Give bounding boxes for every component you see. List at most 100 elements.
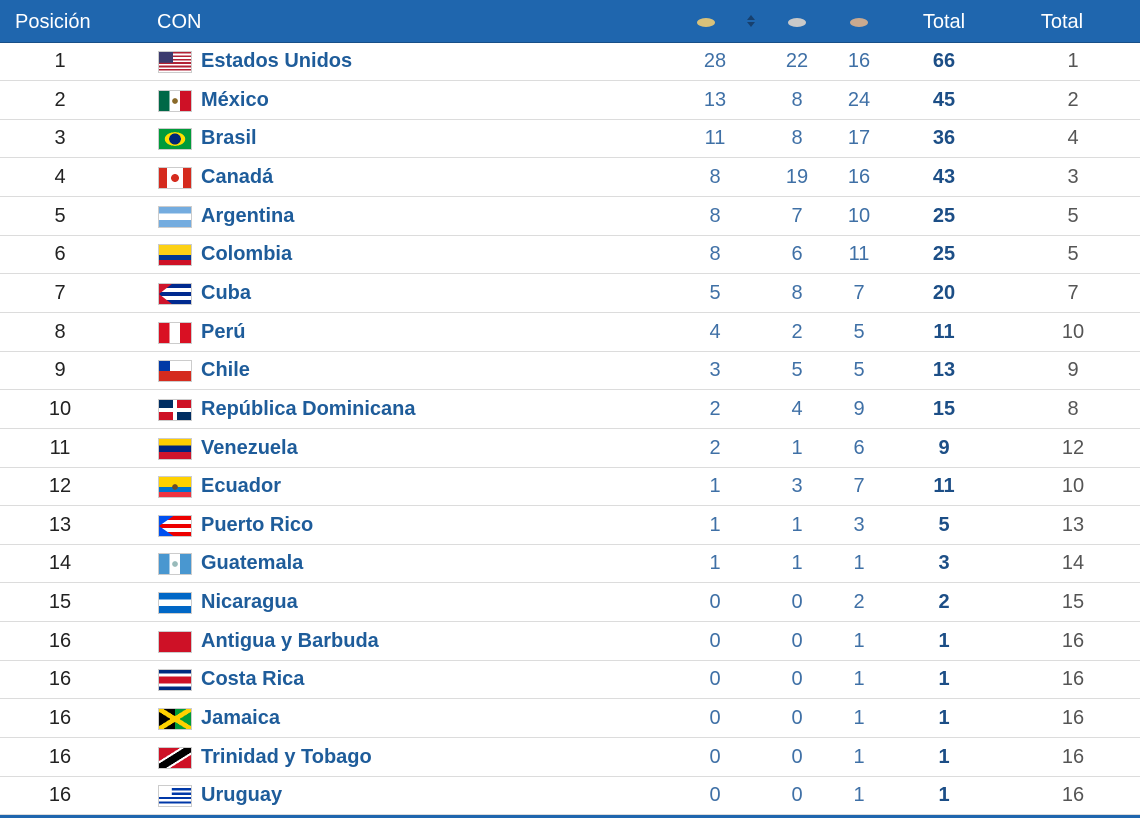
bronze-count: 24 (847, 88, 871, 111)
country-link[interactable]: Estados Unidos (201, 50, 353, 72)
gold-count: 13 (703, 88, 727, 111)
country-link[interactable]: México (201, 88, 269, 111)
total-rank: 5 (1067, 204, 1079, 227)
sort-arrow[interactable] (747, 22, 755, 27)
total-rank: 1 (1067, 50, 1079, 72)
gold-count: 0 (709, 745, 721, 768)
country-link[interactable]: Brasil (201, 127, 257, 150)
gold-count: 2 (709, 436, 721, 459)
table-row: 7 Cuba 5 8 7 20 7 (0, 274, 1140, 313)
sort-arrow[interactable] (747, 15, 755, 20)
country-link[interactable]: Perú (201, 320, 246, 343)
gold-count: 3 (709, 359, 721, 382)
total-rank: 15 (1061, 591, 1085, 614)
table-row: 3 Brasil 11 8 17 36 4 (0, 119, 1140, 159)
table-row: 10 República Dominicana 2 4 9 15 8 (0, 390, 1140, 429)
bronze-count: 17 (847, 127, 871, 150)
position: 6 (54, 243, 66, 266)
flag (158, 708, 192, 731)
flag (158, 592, 192, 615)
table-footer-line (0, 815, 1140, 818)
silver-count: 0 (791, 629, 803, 652)
position: 16 (48, 629, 72, 652)
total: 25 (932, 243, 956, 266)
bronze-icon[interactable] (850, 18, 868, 27)
flag (158, 476, 192, 499)
gold-count: 1 (709, 513, 721, 536)
position: 16 (48, 668, 72, 691)
total: 36 (932, 127, 956, 150)
total: 66 (932, 50, 956, 72)
bronze-count: 1 (853, 552, 865, 575)
gold-count: 4 (709, 320, 721, 343)
bronze-count: 7 (853, 281, 865, 304)
bronze-count: 9 (853, 397, 865, 420)
country-link[interactable]: Cuba (201, 281, 251, 304)
country-link[interactable]: Puerto Rico (201, 513, 314, 536)
position: 8 (54, 320, 66, 343)
silver-count: 7 (791, 204, 803, 227)
flag (158, 89, 192, 112)
flag (158, 553, 192, 576)
bronze-count: 1 (853, 745, 865, 768)
column-header[interactable]: Total (922, 11, 966, 33)
country-link[interactable]: Uruguay (201, 784, 283, 807)
total-rank: 5 (1067, 243, 1079, 266)
column-header[interactable]: CON (157, 11, 202, 33)
table-row: 16 Antigua y Barbuda 0 0 1 1 16 (0, 622, 1140, 661)
flag (158, 128, 192, 151)
flag (158, 360, 192, 383)
country-link[interactable]: Canadá (201, 165, 274, 188)
country-link[interactable]: Trinidad y Tobago (201, 745, 372, 768)
country-link[interactable]: Costa Rica (201, 668, 305, 691)
country-link[interactable]: Guatemala (201, 552, 304, 575)
country-link[interactable]: Chile (201, 359, 250, 382)
total: 25 (932, 204, 956, 227)
silver-count: 19 (785, 165, 809, 188)
gold-count: 11 (704, 127, 726, 150)
bronze-count: 11 (848, 243, 870, 266)
flag (158, 785, 192, 808)
total: 5 (938, 513, 950, 536)
table-row: 14 Guatemala 1 1 1 3 14 (0, 544, 1140, 584)
country-link[interactable]: Argentina (201, 204, 295, 227)
column-header[interactable]: Total (1040, 11, 1084, 33)
country-link[interactable]: Colombia (201, 243, 293, 266)
gold-icon[interactable] (697, 18, 715, 27)
table-row: 16 Costa Rica 0 0 1 1 16 (0, 660, 1140, 700)
country-link[interactable]: República Dominicana (201, 397, 416, 420)
position: 12 (48, 475, 72, 498)
total-rank: 7 (1067, 281, 1079, 304)
column-header[interactable]: Posición (15, 11, 91, 33)
silver-icon[interactable] (788, 18, 806, 27)
position: 2 (54, 88, 66, 111)
country-link[interactable]: Jamaica (201, 707, 280, 730)
country-link[interactable]: Ecuador (201, 475, 282, 498)
flag (158, 166, 192, 189)
table-row: 11 Venezuela 2 1 6 9 12 (0, 429, 1140, 468)
table-header: Posición CON Total Total (0, 0, 1140, 43)
country-link[interactable]: Venezuela (201, 436, 298, 459)
total: 43 (932, 165, 956, 188)
bronze-count: 16 (847, 50, 871, 72)
silver-count: 0 (791, 591, 803, 614)
position: 11 (49, 436, 71, 459)
table-row: 12 Ecuador 1 3 7 11 10 (0, 467, 1140, 507)
flag (158, 746, 192, 769)
total: 9 (938, 436, 950, 459)
total-rank: 16 (1061, 784, 1085, 807)
gold-count: 5 (709, 281, 721, 304)
total: 3 (938, 552, 950, 575)
silver-count: 22 (785, 50, 809, 72)
table-row: 1 Estados Unidos 28 22 16 66 1 (0, 42, 1140, 81)
gold-count: 28 (703, 50, 727, 72)
total: 15 (932, 397, 956, 420)
silver-count: 0 (791, 707, 803, 730)
bronze-count: 10 (847, 204, 871, 227)
gold-count: 0 (709, 629, 721, 652)
country-link[interactable]: Nicaragua (201, 591, 298, 614)
total-rank: 16 (1061, 745, 1085, 768)
position: 5 (54, 204, 66, 227)
country-link[interactable]: Antigua y Barbuda (201, 629, 379, 652)
